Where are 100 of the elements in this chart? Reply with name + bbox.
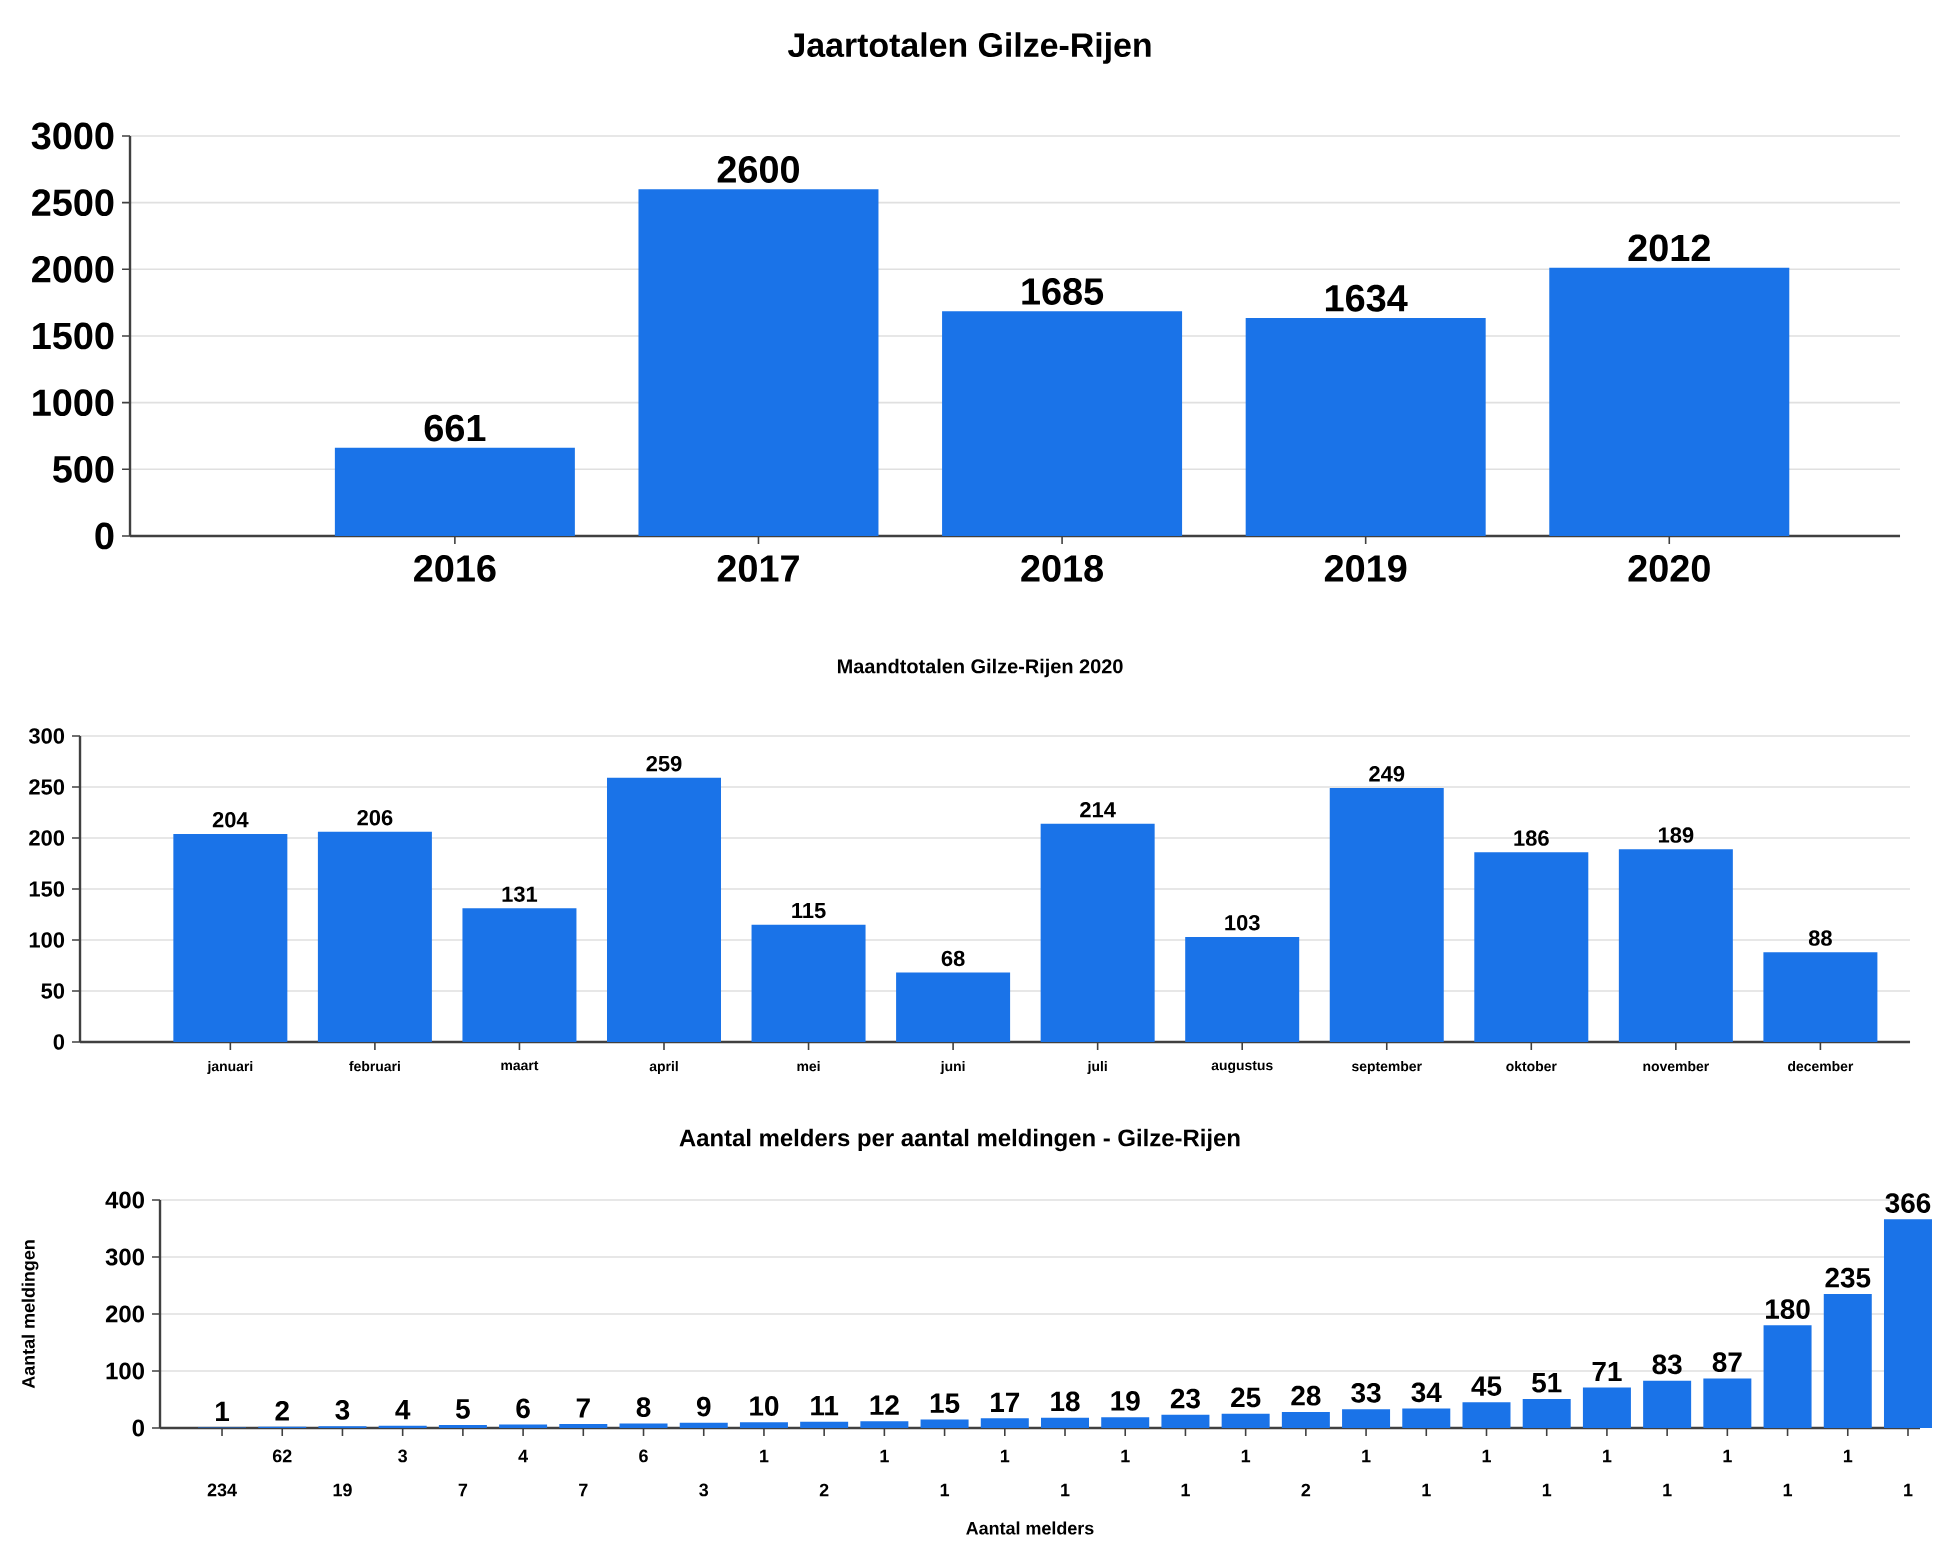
data-label: 235 <box>1825 1267 1871 1288</box>
x-tick-label: 1 <box>1241 1449 1251 1463</box>
data-label: 18 <box>1051 1391 1080 1412</box>
bar <box>1549 267 1790 536</box>
x-tick-label: 4 <box>518 1449 528 1463</box>
x-tick-label: 1 <box>940 1483 950 1497</box>
bar <box>1402 1408 1451 1428</box>
data-label: 131 <box>502 886 538 902</box>
bar <box>1643 1380 1692 1428</box>
bar <box>860 1421 909 1428</box>
x-tick-label: 1 <box>1603 1449 1612 1463</box>
data-label: 4 <box>395 1400 411 1420</box>
data-label: 28 <box>1291 1385 1321 1406</box>
y-axis-title: Aantal meldingen <box>21 1240 39 1389</box>
data-label: 6 <box>516 1398 530 1419</box>
data-label: 186 <box>1514 830 1549 846</box>
x-tick-label: 7 <box>458 1483 468 1497</box>
x-tick-label: 2020 <box>1628 555 1710 582</box>
bar <box>1618 849 1733 1042</box>
data-label: 2012 <box>1628 234 1710 262</box>
bar <box>1522 1398 1571 1428</box>
data-label: 5 <box>455 1399 470 1419</box>
bar <box>317 831 432 1042</box>
data-label: 214 <box>1080 802 1116 818</box>
x-tick-label: 1 <box>760 1449 769 1463</box>
data-label: 9 <box>696 1396 711 1417</box>
x-tick-label: 1 <box>1904 1483 1913 1497</box>
data-label: 25 <box>1231 1387 1261 1408</box>
bar <box>751 924 866 1042</box>
data-label: 15 <box>930 1393 960 1414</box>
bar <box>800 1421 849 1428</box>
bar <box>173 833 288 1042</box>
data-label: 8 <box>636 1397 651 1418</box>
y-tick-label: 2500 <box>32 189 114 217</box>
x-tick-label: 3 <box>699 1483 709 1497</box>
data-label: 17 <box>991 1392 1020 1412</box>
x-tick-label: 1 <box>1723 1449 1732 1463</box>
bar <box>1040 823 1155 1042</box>
bar <box>1329 787 1444 1042</box>
chart-title: Jaartotalen Gilze-Rijen <box>787 32 1151 64</box>
data-label: 34 <box>1411 1382 1442 1403</box>
x-tick-label: 19 <box>333 1483 352 1497</box>
bar <box>1763 952 1878 1042</box>
data-label: 249 <box>1369 766 1405 782</box>
x-tick-label: 1 <box>1000 1449 1010 1463</box>
data-label: 3 <box>335 1400 350 1420</box>
x-tick-label: 2019 <box>1324 555 1407 582</box>
x-tick-label: 6 <box>639 1449 648 1463</box>
bar <box>1823 1294 1872 1428</box>
bar <box>334 447 575 536</box>
bar <box>1185 936 1300 1042</box>
data-label: 11 <box>811 1396 839 1416</box>
x-tick-label: 2 <box>1301 1483 1311 1497</box>
bar <box>607 777 721 1042</box>
data-label: 204 <box>212 812 249 828</box>
bar <box>1582 1387 1631 1428</box>
data-label: 87 <box>1712 1352 1742 1372</box>
bar <box>1281 1412 1330 1428</box>
chart-title: Aantal melders per aantal meldingen - Gilze-Rijen <box>679 1128 1240 1152</box>
bar <box>1462 1402 1511 1428</box>
chart-title: Maandtotalen Gilze-Rijen 2020 <box>837 658 1123 678</box>
data-label: 45 <box>1471 1376 1502 1396</box>
data-label: 23 <box>1170 1388 1200 1409</box>
y-tick-label: 400 <box>105 1191 144 1209</box>
y-tick-label: 2000 <box>32 255 114 283</box>
x-tick-label: 1 <box>1663 1483 1672 1497</box>
x-tick-label: 3 <box>398 1449 407 1463</box>
bar <box>942 311 1183 536</box>
data-label: 83 <box>1652 1354 1682 1375</box>
data-label: 1 <box>216 1401 230 1421</box>
data-label: 180 <box>1766 1299 1810 1319</box>
data-label: 115 <box>792 902 826 919</box>
x-tick-label: 1 <box>1482 1449 1491 1463</box>
x-tick-label: 1 <box>1121 1449 1130 1463</box>
data-label: 12 <box>870 1395 899 1415</box>
bar <box>1342 1409 1391 1428</box>
data-label: 71 <box>1592 1361 1622 1382</box>
bar <box>980 1418 1029 1428</box>
data-label: 33 <box>1351 1382 1381 1403</box>
bar <box>638 189 879 536</box>
data-label: 2 <box>275 1400 289 1421</box>
bar <box>896 972 1011 1042</box>
data-label: 68 <box>941 950 965 967</box>
x-tick-label: 1 <box>1542 1483 1552 1497</box>
data-label: 19 <box>1111 1390 1140 1411</box>
x-tick-label: 2 <box>819 1483 829 1497</box>
y-tick-label: 200 <box>105 1305 144 1323</box>
data-label: 88 <box>1808 930 1832 946</box>
bar <box>1101 1417 1150 1428</box>
x-tick-label: 1 <box>1061 1483 1070 1497</box>
x-axis-title: Aantal melders <box>966 1521 1094 1535</box>
y-tick-label: 300 <box>28 728 65 744</box>
bar <box>1474 852 1589 1042</box>
y-tick-label: 300 <box>105 1248 144 1266</box>
x-tick-label: 1 <box>880 1449 889 1463</box>
y-tick-label: 1000 <box>33 389 114 417</box>
data-label: 1634 <box>1325 284 1408 312</box>
data-label: 189 <box>1658 827 1694 843</box>
bar <box>920 1419 969 1428</box>
y-tick-label: 100 <box>29 932 65 948</box>
